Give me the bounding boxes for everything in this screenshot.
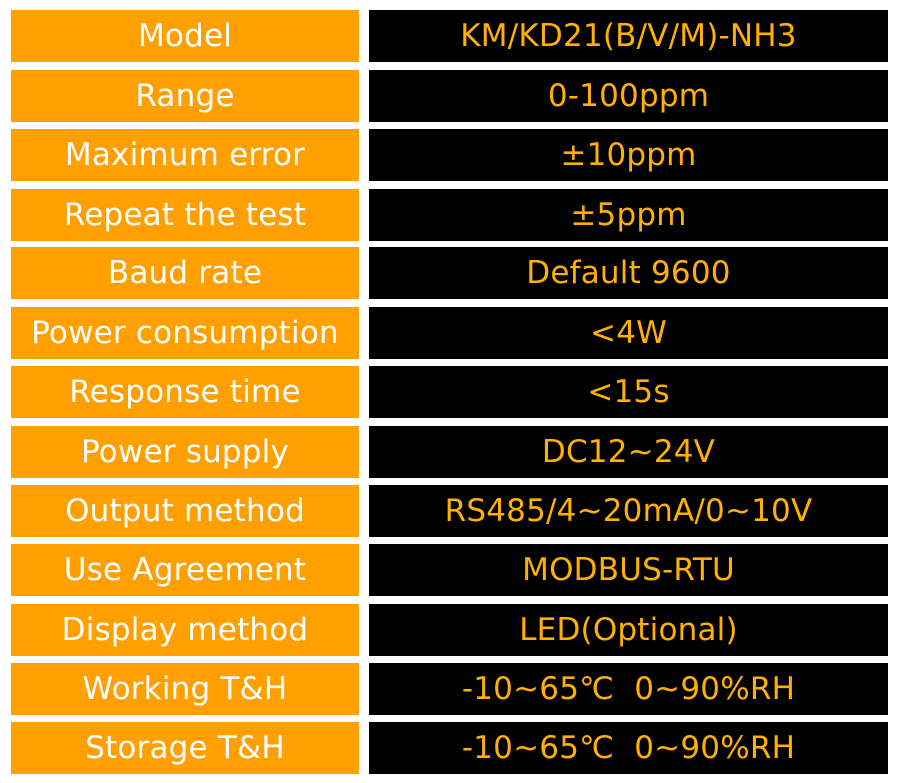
spec-value: DC12~24V xyxy=(369,426,888,478)
spec-row-output-method: Output method RS485/4~20mA/0~10V xyxy=(0,485,900,537)
spec-label: Range xyxy=(11,70,359,122)
spec-label: Output method xyxy=(11,485,359,537)
spec-row-power-consumption: Power consumption <4W xyxy=(0,307,900,359)
spec-value: ±10ppm xyxy=(369,129,888,181)
spec-row-display-method: Display method LED(Optional) xyxy=(0,604,900,656)
spec-row-power-supply: Power supply DC12~24V xyxy=(0,426,900,478)
spec-label: Working T&H xyxy=(11,663,359,715)
spec-value: KM/KD21(B/V/M)-NH3 xyxy=(369,10,888,62)
spec-value: -10~65℃ 0~90%RH xyxy=(369,663,888,715)
spec-row-working-th: Working T&H -10~65℃ 0~90%RH xyxy=(0,663,900,715)
spec-row-storage-th: Storage T&H -10~65℃ 0~90%RH xyxy=(0,722,900,774)
spec-value: Default 9600 xyxy=(369,247,888,299)
spec-value: MODBUS-RTU xyxy=(369,544,888,596)
spec-value: 0-100ppm xyxy=(369,70,888,122)
spec-row-use-agreement: Use Agreement MODBUS-RTU xyxy=(0,544,900,596)
spec-row-range: Range 0-100ppm xyxy=(0,70,900,122)
spec-label: Model xyxy=(11,10,359,62)
spec-label: Power consumption xyxy=(11,307,359,359)
spec-row-model: Model KM/KD21(B/V/M)-NH3 xyxy=(0,10,900,62)
spec-value: ±5ppm xyxy=(369,189,888,241)
spec-label: Response time xyxy=(11,366,359,418)
spec-label: Repeat the test xyxy=(11,189,359,241)
spec-value: <15s xyxy=(369,366,888,418)
spec-row-baud-rate: Baud rate Default 9600 xyxy=(0,247,900,299)
spec-label: Storage T&H xyxy=(11,722,359,774)
spec-row-repeat-test: Repeat the test ±5ppm xyxy=(0,189,900,241)
spec-value: LED(Optional) xyxy=(369,604,888,656)
spec-label: Maximum error xyxy=(11,129,359,181)
spec-label: Use Agreement xyxy=(11,544,359,596)
spec-value: -10~65℃ 0~90%RH xyxy=(369,722,888,774)
spec-label: Baud rate xyxy=(11,247,359,299)
spec-label: Display method xyxy=(11,604,359,656)
spec-value: RS485/4~20mA/0~10V xyxy=(369,485,888,537)
spec-label: Power supply xyxy=(11,426,359,478)
spec-row-response-time: Response time <15s xyxy=(0,366,900,418)
spec-value: <4W xyxy=(369,307,888,359)
spec-row-maximum-error: Maximum error ±10ppm xyxy=(0,129,900,181)
